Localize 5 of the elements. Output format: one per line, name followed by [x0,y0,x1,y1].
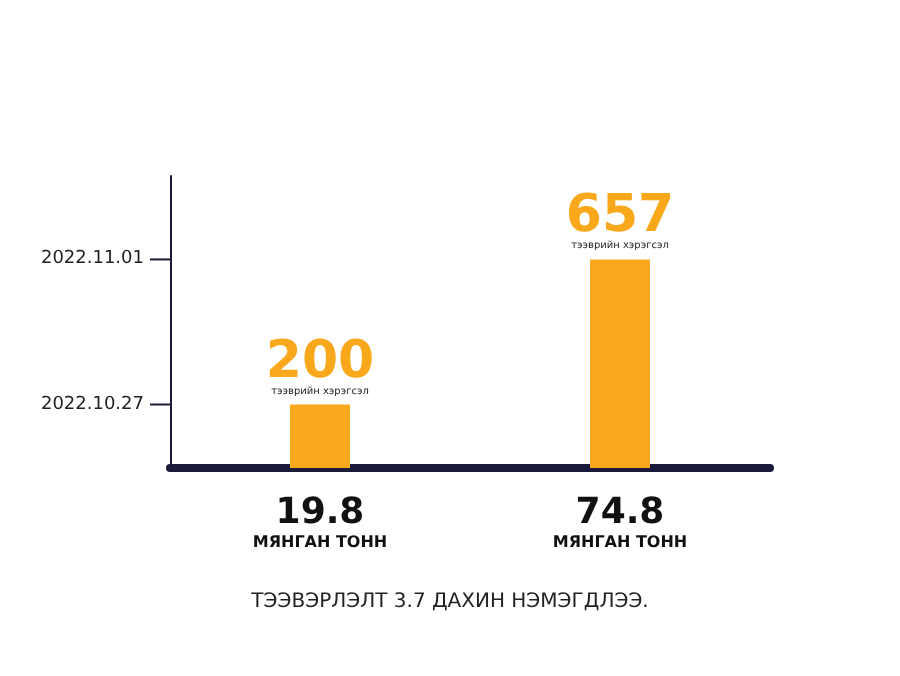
x-tick-label: 19.8 МЯНГАН ТОНН [252,491,388,551]
ref-line-label: 2022.11.01 [40,249,144,270]
text: ТЭЭВЭРЛЭЛТ 3.7 ДАХИН НЭМЭГДЛЭЭ. [249,591,649,613]
x-tick-label: 74.8 МЯНГАН ТОНН [552,491,688,551]
ref-line-label: 2022.10.27 [40,394,144,415]
